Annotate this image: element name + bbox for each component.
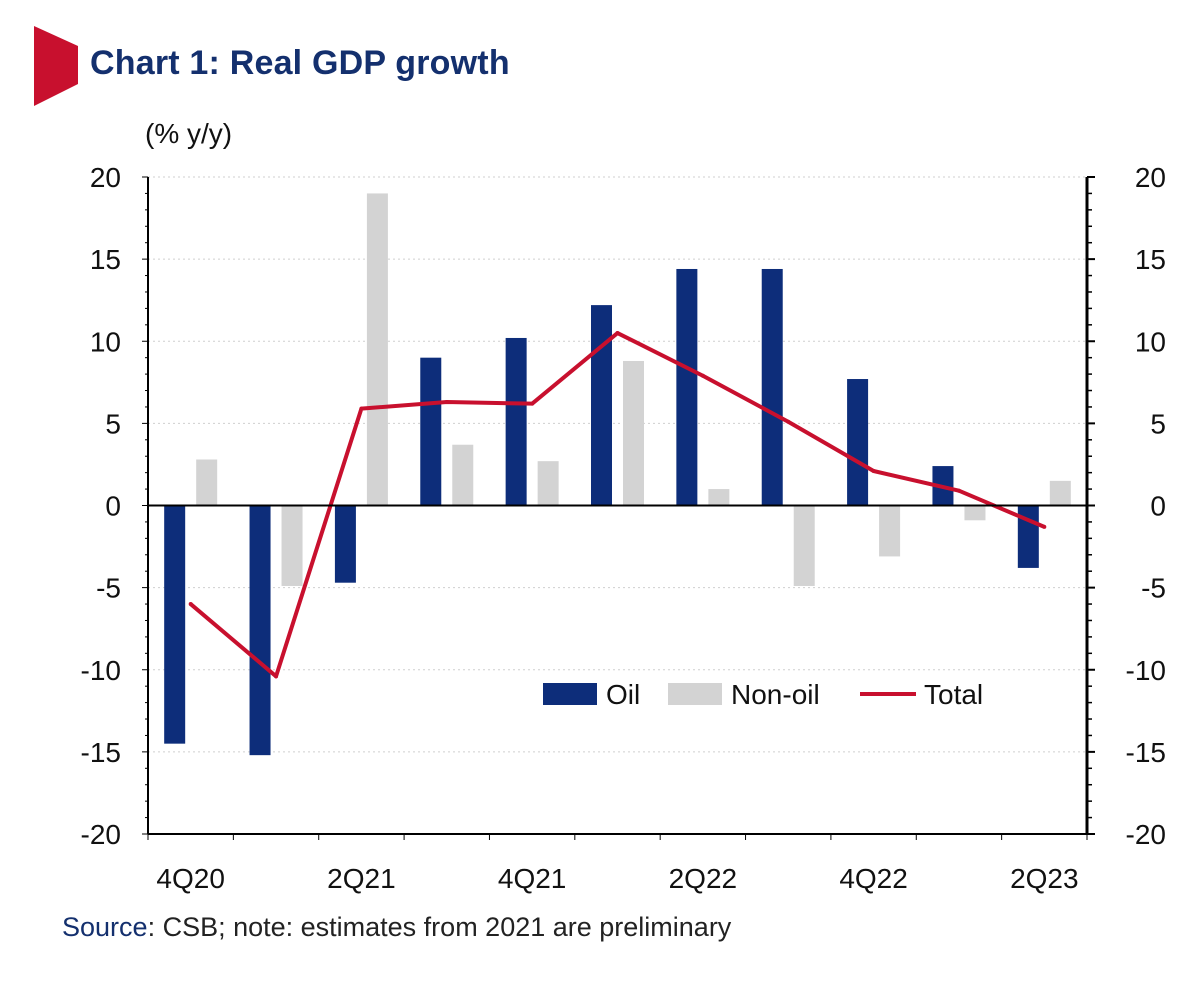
total-point [359,406,364,411]
y-tick-label-left: 5 [105,408,121,439]
y-tick-label-right: -20 [1126,819,1166,850]
chart-title: Chart 1: Real GDP growth [90,44,510,82]
y-tick-label-left: -20 [81,819,121,850]
oil-bar [761,268,783,506]
legend: Oil Non-oil Total [543,679,983,710]
total-point [1042,524,1047,529]
y-tick-label-right: 10 [1135,326,1166,357]
source-note: Source: CSB; note: estimates from 2021 a… [62,912,731,943]
y-tick-label-left: 15 [90,244,121,275]
oil-bar [676,268,698,506]
total-point [871,469,876,474]
y-tick-label-right: 0 [1150,491,1166,522]
oil-bar [334,505,356,583]
y-tick-label-right: -5 [1141,573,1166,604]
oil-bar [591,305,612,506]
total-point [786,419,791,424]
non-oil-bar [366,193,388,506]
non-oil-bar [964,505,986,521]
total-point [188,602,193,607]
oil-bar [847,379,869,506]
y-tick-label-left: -5 [96,573,121,604]
source-label: Source [62,912,148,942]
legend-label-total: Total [924,679,983,710]
total-point [700,373,705,378]
legend-swatch-oil [543,683,597,705]
grid-lines [148,176,1087,753]
oil-bar [420,357,442,506]
y-tick-label-left: 10 [90,326,121,357]
y-tick-label-left: 20 [90,162,121,193]
title-accent-marker [34,26,78,106]
x-tick-labels: 4Q20 2Q21 4Q21 2Q22 4Q22 2Q23 [156,863,1078,894]
axes [142,176,1095,840]
oil-bar [249,505,271,756]
non-oil-bar [708,489,730,506]
total-point [444,400,449,405]
x-tick-label: 2Q22 [669,863,738,894]
y-tick-label-right: 5 [1150,408,1166,439]
y-tick-label-left: 0 [105,491,121,522]
total-point [615,331,620,336]
total-line [188,331,1047,679]
legend-swatch-non-oil [668,683,722,705]
y-tick-label-right: 20 [1135,162,1166,193]
non-oil-bar [879,505,901,557]
non-oil-bar [452,444,474,506]
y-tick-label-right: -15 [1126,737,1166,768]
total-point [956,488,961,493]
y-tick-label-right: -10 [1126,655,1166,686]
x-tick-label: 2Q21 [327,863,396,894]
y-tick-label-left: -10 [81,655,121,686]
bars [164,193,1071,756]
y-tick-labels-left: 20 15 10 5 0 -5 -10 -15 -20 [81,162,121,850]
x-tick-label: 4Q20 [156,863,225,894]
x-tick-label: 2Q23 [1010,863,1079,894]
y-tick-labels-right: 20 15 10 5 0 -5 -10 -15 -20 [1126,162,1166,850]
legend-label-non-oil: Non-oil [731,679,820,710]
total-point [274,674,279,679]
non-oil-bar [196,459,218,506]
oil-bar [164,505,186,744]
source-text: : CSB; note: estimates from 2021 are pre… [147,912,732,942]
total-point [530,401,535,406]
non-oil-bar [1049,480,1071,506]
y-axis-unit-label: (% y/y) [145,118,233,149]
legend-label-oil: Oil [606,679,640,710]
non-oil-bar [793,505,815,586]
y-tick-label-left: -15 [81,737,121,768]
non-oil-bar [537,461,559,506]
oil-bar [505,337,527,506]
x-tick-label: 4Q21 [498,863,567,894]
non-oil-bar [623,360,644,506]
non-oil-bar [281,505,303,586]
x-tick-label: 4Q22 [839,863,908,894]
y-tick-label-right: 15 [1135,244,1166,275]
